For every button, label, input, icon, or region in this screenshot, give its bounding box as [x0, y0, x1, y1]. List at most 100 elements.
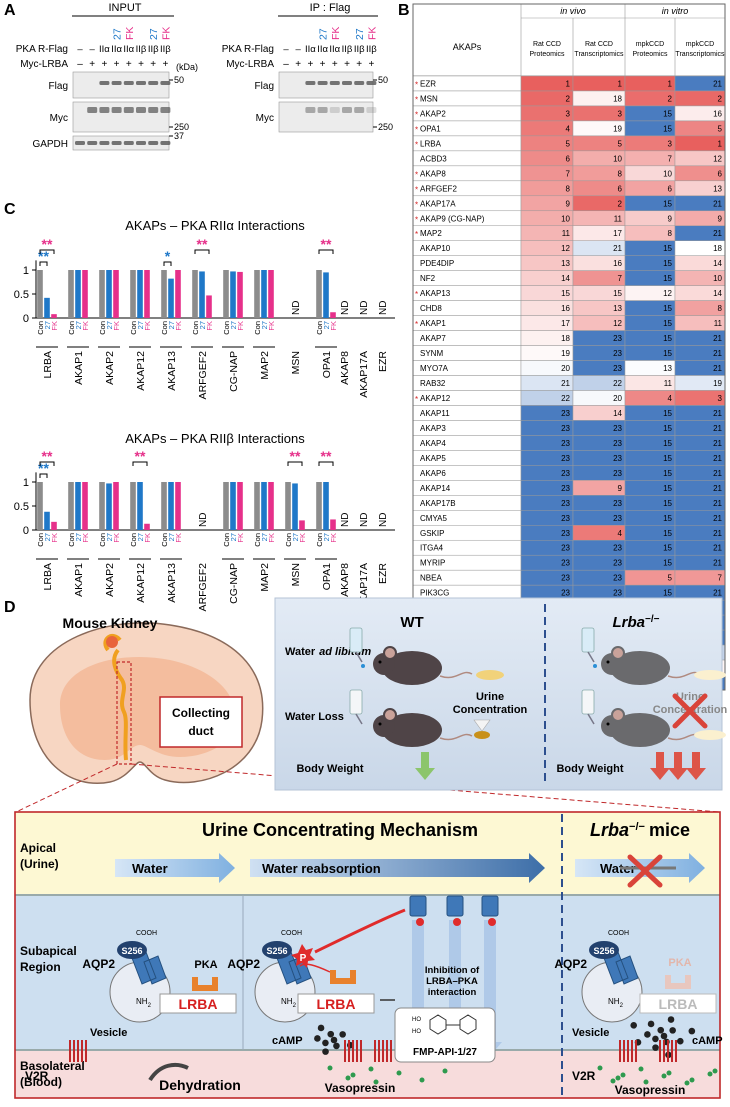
water: Water	[285, 646, 316, 658]
cell-value: 17	[613, 229, 622, 238]
significance-bracket	[39, 261, 48, 266]
condition-label: Con	[222, 533, 231, 547]
bar	[137, 270, 143, 318]
vasopressin	[396, 1070, 402, 1076]
panel-letter: D	[4, 599, 16, 616]
vasopressin	[615, 1075, 621, 1081]
column-header: mpkCCD	[686, 41, 714, 48]
cross	[627, 854, 663, 888]
cell-value: 7	[618, 274, 623, 283]
inhibitor-label: FK	[366, 27, 378, 40]
condition-label: 27	[74, 321, 83, 329]
y-tick-label: 1	[23, 265, 29, 277]
column-header: Transcriptomics	[675, 51, 725, 58]
mouse-tail	[439, 671, 473, 679]
cell-value: 4	[618, 529, 623, 538]
group-label: AKAP1	[73, 351, 85, 385]
row-mark: *	[415, 215, 418, 224]
bottle-spout	[355, 713, 363, 725]
duct-label: Collecting	[172, 706, 230, 720]
row-mark: *	[415, 185, 418, 194]
bar	[175, 482, 181, 530]
nh-sub: 2	[148, 1003, 152, 1009]
group-label: EZR	[377, 351, 389, 372]
cell-value: 19	[713, 379, 722, 388]
y-tick-label: 0	[23, 313, 29, 325]
condition-label: FK	[112, 321, 121, 331]
condition-label: Con	[253, 321, 262, 335]
lrba-box	[159, 993, 237, 1014]
camp-molecule	[322, 1039, 329, 1047]
cell-value: 9	[668, 214, 673, 223]
v2r-receptor	[69, 1040, 87, 1062]
cell-value: 23	[561, 484, 570, 493]
nd-label: ND	[378, 513, 389, 527]
bar	[137, 482, 143, 530]
phospho-site	[453, 918, 461, 926]
cell-value: 21	[713, 514, 722, 523]
column-header: Rat CCD	[585, 41, 613, 48]
condition-label: 27	[322, 321, 331, 329]
lrba-box	[297, 993, 375, 1014]
urine-drop	[476, 670, 504, 680]
condition-label: Con	[98, 321, 107, 335]
significance-label: **	[42, 236, 53, 252]
bar	[144, 270, 150, 318]
region-label: (Blood)	[20, 1075, 62, 1089]
glomerulus	[106, 636, 118, 648]
vasopressin	[707, 1071, 713, 1077]
bar	[175, 270, 181, 318]
water-arrow	[250, 853, 545, 883]
row-name: ITGA4	[420, 544, 444, 553]
camp-molecule	[333, 1042, 340, 1050]
cell-value: 15	[663, 529, 672, 538]
cell-value: 12	[561, 244, 570, 253]
water-bottle	[349, 627, 363, 653]
inhibitor-label: 27	[318, 28, 330, 40]
condition-label: Con	[98, 533, 107, 547]
condition-label: FK	[236, 533, 245, 543]
bar	[268, 270, 274, 318]
significance-label: **	[290, 448, 301, 464]
nd-label: ND	[359, 513, 370, 527]
blot-label: Flag	[255, 81, 274, 92]
lrba-label: LRBA	[317, 996, 356, 1012]
y-tick-label: 0.5	[14, 501, 29, 513]
lane-label: –	[90, 44, 96, 55]
mice: mice	[649, 820, 690, 840]
condition-label: 27	[322, 533, 331, 541]
bar	[106, 483, 112, 530]
inhibitor-label: FK	[330, 27, 342, 40]
region-label: Basolateral	[20, 1059, 85, 1073]
row-mark: *	[415, 230, 418, 239]
cell-value: 23	[613, 514, 622, 523]
cell-value: 11	[664, 379, 673, 388]
cell-value: 15	[663, 274, 672, 283]
condition-label: Con	[36, 321, 45, 335]
mouse-ear	[611, 708, 625, 722]
condition-label: 27	[291, 533, 300, 541]
condition-label: 27	[43, 321, 52, 329]
cell-value: 21	[561, 379, 570, 388]
camp-molecule	[314, 1035, 321, 1042]
lane-label: IIα	[99, 44, 110, 55]
blot-title: INPUT	[109, 2, 142, 14]
cell-value: 2	[718, 94, 723, 103]
cooh-label: COOH	[281, 930, 302, 937]
panel-letter: C	[4, 201, 16, 218]
gene-sup: −/−	[645, 614, 660, 625]
significance-bracket	[132, 461, 148, 466]
lane-label: IIβ	[148, 44, 159, 55]
condition-label: Con	[129, 321, 138, 335]
camp-molecule	[652, 1044, 659, 1051]
vesicle-label: Vesicle	[90, 1027, 127, 1039]
condition-label: FK	[50, 533, 59, 543]
condition-label: Con	[315, 321, 324, 335]
duct-box	[159, 696, 243, 748]
camp-molecule	[667, 1016, 675, 1023]
aqp2-channel	[446, 895, 464, 917]
pka-label: PKA	[194, 959, 217, 971]
phospho-site	[488, 918, 496, 926]
cell-value: 15	[663, 499, 672, 508]
